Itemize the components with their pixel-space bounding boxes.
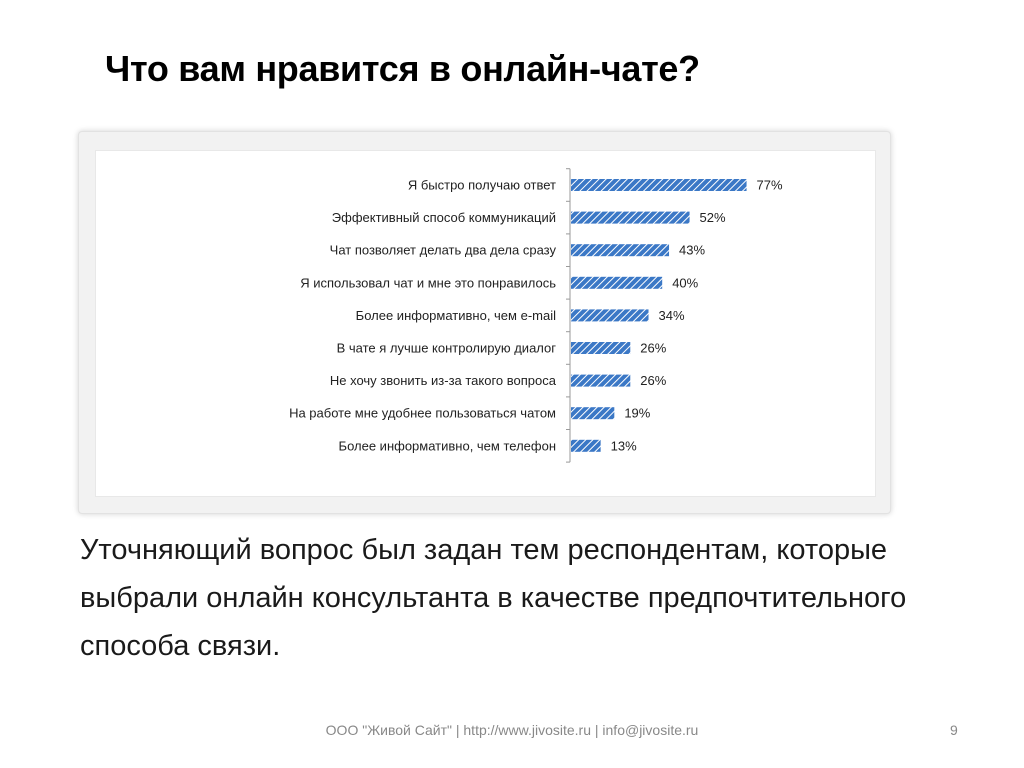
category-label: На работе мне удобнее пользоваться чатом	[289, 406, 556, 421]
caption-text: Уточняющий вопрос был задан тем респонде…	[80, 534, 907, 662]
bar-chart: Я быстро получаю ответ Эффективный способ…	[289, 168, 783, 463]
bar	[571, 407, 615, 420]
category-label: Я быстро получаю ответ	[408, 178, 556, 193]
category-label: Более информативно, чем телефон	[339, 438, 556, 453]
category-label: Чат позволяет делать два дела сразу	[330, 243, 557, 258]
category-label: Более информативно, чем e-mail	[356, 308, 556, 323]
category-label: Я использовал чат и мне это понравилось	[300, 275, 556, 290]
value-label: 52%	[700, 210, 726, 225]
value-label: 40%	[672, 275, 698, 290]
bar	[571, 374, 631, 387]
value-label: 13%	[611, 438, 637, 453]
bar	[571, 211, 690, 224]
bar	[571, 439, 601, 452]
value-label: 34%	[659, 308, 685, 323]
chart-frame: Я быстро получаю ответ Эффективный способ…	[78, 131, 891, 514]
value-label: 77%	[757, 178, 783, 193]
bar	[571, 276, 663, 289]
value-label: 19%	[624, 406, 650, 421]
value-label: 26%	[640, 373, 666, 388]
page-number: 9	[950, 722, 958, 738]
category-label: Эффективный способ коммуникаций	[332, 210, 556, 225]
bar	[571, 309, 649, 322]
value-label: 43%	[679, 243, 705, 258]
slide-title: Что вам нравится в онлайн-чате?	[105, 48, 700, 89]
bar	[571, 342, 631, 354]
footer-text: ООО "Живой Сайт" | http://www.jivosite.r…	[325, 722, 699, 738]
category-label: В чате я лучше контролирую диалог	[337, 341, 557, 356]
bar	[571, 244, 670, 257]
category-label: Не хочу звонить из-за такого вопроса	[330, 373, 557, 388]
value-label: 26%	[640, 341, 666, 356]
chart-panel: Я быстро получаю ответ Эффективный способ…	[95, 150, 876, 497]
bar	[571, 179, 747, 191]
